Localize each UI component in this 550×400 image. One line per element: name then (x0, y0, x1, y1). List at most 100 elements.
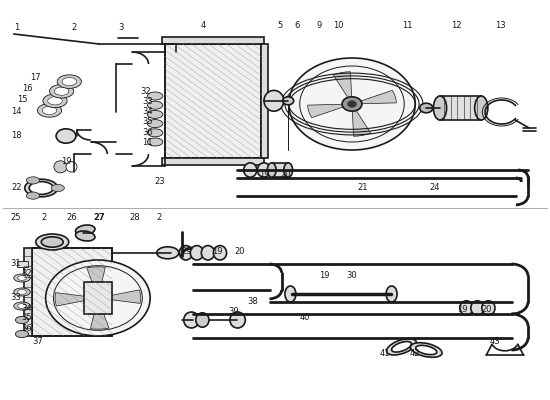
Text: 27: 27 (93, 214, 105, 222)
Ellipse shape (190, 246, 204, 260)
Text: 11: 11 (402, 22, 412, 30)
Text: 34: 34 (21, 304, 32, 313)
Text: 19: 19 (258, 170, 270, 178)
Ellipse shape (244, 163, 257, 177)
Circle shape (348, 101, 356, 107)
Text: 5: 5 (278, 22, 283, 30)
Bar (32, 248, 112, 336)
Text: 39: 39 (228, 308, 239, 316)
Ellipse shape (41, 237, 63, 247)
Text: 4: 4 (201, 22, 206, 30)
Ellipse shape (387, 339, 416, 355)
Text: 40: 40 (300, 314, 311, 322)
Ellipse shape (147, 120, 163, 128)
Bar (84, 282, 112, 314)
Ellipse shape (62, 78, 76, 86)
Text: 32: 32 (140, 88, 151, 96)
Ellipse shape (50, 84, 74, 98)
Text: 25: 25 (10, 214, 21, 222)
Bar (165, 44, 261, 158)
Ellipse shape (57, 75, 81, 88)
Text: 15: 15 (16, 96, 28, 104)
Ellipse shape (147, 92, 163, 100)
Text: 26: 26 (66, 214, 77, 222)
Ellipse shape (54, 161, 67, 173)
Ellipse shape (29, 182, 53, 194)
Text: 35: 35 (142, 118, 153, 126)
Ellipse shape (285, 286, 296, 302)
Text: 20: 20 (481, 306, 492, 314)
Ellipse shape (410, 343, 442, 357)
Ellipse shape (147, 138, 163, 146)
Ellipse shape (51, 184, 64, 192)
Ellipse shape (15, 330, 29, 338)
Text: 32: 32 (21, 270, 32, 278)
Ellipse shape (179, 246, 192, 260)
Ellipse shape (18, 276, 26, 280)
Bar (261, 44, 268, 158)
Circle shape (92, 294, 103, 302)
Ellipse shape (157, 247, 179, 259)
Text: 19: 19 (319, 272, 330, 280)
Text: 29: 29 (182, 248, 192, 256)
Text: 42: 42 (410, 350, 421, 358)
Text: 2: 2 (157, 214, 162, 222)
Wedge shape (55, 292, 98, 306)
Ellipse shape (18, 304, 26, 308)
Ellipse shape (56, 129, 76, 143)
Ellipse shape (201, 246, 214, 260)
Text: 20: 20 (280, 170, 292, 178)
Ellipse shape (37, 104, 62, 117)
Ellipse shape (184, 312, 199, 328)
Ellipse shape (43, 94, 67, 108)
Ellipse shape (416, 345, 437, 355)
Text: 2: 2 (72, 24, 77, 32)
Ellipse shape (257, 163, 271, 177)
Ellipse shape (75, 231, 95, 241)
Circle shape (46, 260, 150, 336)
Text: 13: 13 (495, 22, 506, 30)
Bar (162, 37, 264, 44)
Ellipse shape (147, 101, 163, 109)
Ellipse shape (147, 110, 163, 118)
Ellipse shape (26, 177, 40, 184)
Text: 33: 33 (10, 294, 21, 302)
Text: 33: 33 (142, 98, 153, 106)
Ellipse shape (25, 179, 58, 197)
Text: 10: 10 (333, 22, 344, 30)
Ellipse shape (14, 274, 30, 282)
Ellipse shape (230, 312, 245, 328)
Text: 24: 24 (429, 184, 440, 192)
Circle shape (342, 97, 362, 111)
Text: 20: 20 (234, 248, 245, 256)
Text: 30: 30 (346, 272, 358, 280)
Text: 11: 11 (142, 138, 153, 147)
Text: 9: 9 (316, 22, 322, 30)
Text: 14: 14 (11, 108, 22, 116)
Circle shape (87, 290, 109, 306)
Ellipse shape (482, 301, 495, 315)
Text: 34: 34 (142, 108, 153, 116)
Ellipse shape (75, 225, 95, 235)
Ellipse shape (433, 96, 447, 120)
Ellipse shape (460, 301, 473, 315)
Ellipse shape (349, 102, 355, 106)
Text: 6: 6 (294, 22, 300, 30)
Text: 21: 21 (358, 184, 368, 192)
Ellipse shape (14, 302, 30, 310)
Ellipse shape (14, 288, 30, 296)
Ellipse shape (392, 342, 411, 352)
Ellipse shape (386, 286, 397, 302)
Text: 16: 16 (22, 84, 33, 93)
Bar (32, 248, 112, 336)
Ellipse shape (48, 97, 62, 105)
Ellipse shape (196, 313, 209, 327)
Wedge shape (87, 267, 106, 298)
Text: 31: 31 (10, 260, 21, 268)
Text: 36: 36 (21, 324, 32, 333)
Text: 19: 19 (456, 306, 468, 314)
Text: 37: 37 (32, 338, 43, 346)
Wedge shape (98, 290, 141, 304)
Bar (24, 248, 32, 336)
Text: 3: 3 (118, 24, 124, 32)
